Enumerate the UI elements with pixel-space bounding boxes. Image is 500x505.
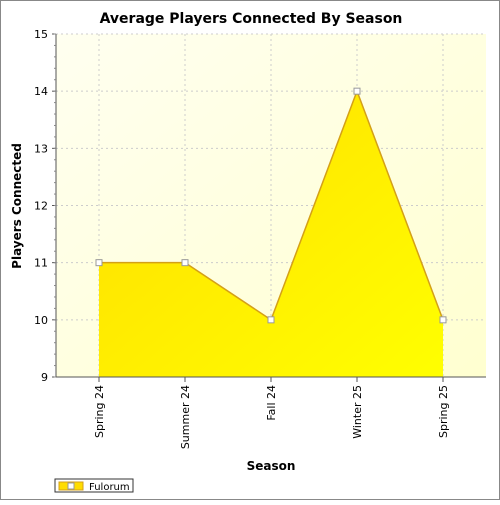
x-tick-label: Spring 24 [93, 385, 106, 438]
y-axis-label: Players Connected [10, 143, 24, 269]
data-point-marker [353, 87, 361, 95]
y-tick-label: 10 [34, 314, 48, 327]
data-point-marker [439, 316, 447, 324]
y-tick-label: 12 [34, 200, 48, 213]
y-tick-label: 13 [34, 142, 48, 155]
y-axis-ticks: 9 10 11 12 13 14 15 [34, 28, 56, 384]
y-tick-label: 14 [34, 85, 48, 98]
legend: Fulorum [54, 478, 134, 493]
x-tick-label: Winter 25 [351, 385, 364, 439]
x-tick-label: Summer 24 [179, 385, 192, 449]
legend-marker [67, 482, 75, 490]
data-point-marker [95, 259, 103, 267]
data-point-marker [181, 259, 189, 267]
x-axis-ticks: Spring 24 Summer 24 Fall 24 Winter 25 Spring… [93, 377, 450, 449]
chart-title: Average Players Connected By Season [100, 11, 403, 27]
legend-series-name: Fulorum [89, 482, 130, 493]
y-tick-label: 9 [41, 371, 48, 384]
series-area [99, 91, 443, 378]
x-tick-label: Fall 24 [265, 385, 278, 421]
data-point-marker [267, 316, 275, 324]
y-tick-label: 11 [34, 257, 48, 270]
series-markers [95, 87, 447, 324]
x-axis-label: Season [247, 459, 296, 473]
y-tick-label: 15 [34, 28, 48, 41]
x-tick-label: Spring 25 [437, 385, 450, 438]
